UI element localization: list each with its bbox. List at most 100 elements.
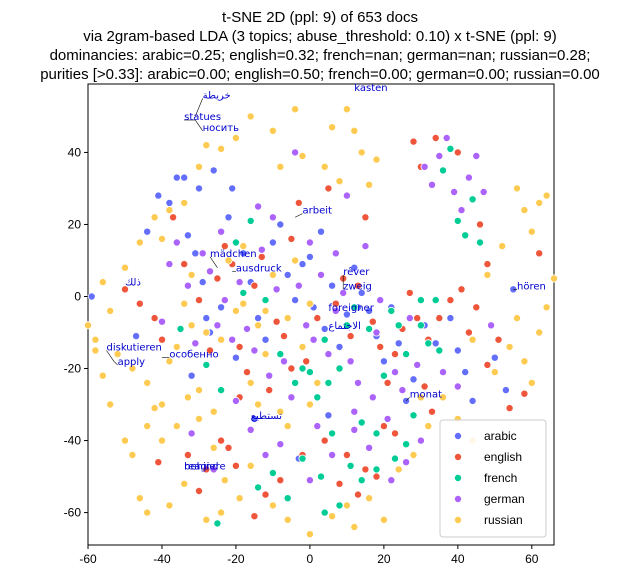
- point-english: [194, 486, 203, 495]
- point-arabic: [217, 303, 226, 312]
- point-arabic: [409, 375, 418, 384]
- point-russian: [291, 256, 300, 265]
- point-russian: [409, 450, 418, 459]
- point-english: [342, 450, 351, 459]
- point-russian: [298, 151, 307, 160]
- point-arabic: [453, 346, 462, 355]
- point-german: [383, 414, 392, 423]
- point-french: [350, 303, 359, 312]
- scatter-points: [84, 105, 559, 539]
- point-english: [413, 314, 422, 323]
- x-tick-label: 60: [525, 552, 539, 566]
- point-russian: [261, 306, 270, 315]
- point-english: [235, 342, 244, 351]
- point-arabic: [394, 339, 403, 348]
- point-french: [461, 231, 470, 240]
- point-french: [335, 364, 344, 373]
- point-arabic: [231, 353, 240, 362]
- point-russian: [209, 443, 218, 452]
- point-english: [453, 148, 462, 157]
- y-tick-label: 0: [74, 289, 81, 303]
- point-english: [353, 281, 362, 290]
- point-french: [335, 501, 344, 510]
- legend: arabic english french german russian: [439, 419, 547, 538]
- point-russian: [490, 368, 499, 377]
- point-russian: [520, 206, 529, 215]
- point-english: [435, 314, 444, 323]
- word-annotation: arbeit: [303, 206, 333, 217]
- point-russian: [150, 213, 159, 222]
- point-german: [205, 267, 214, 276]
- word-annotation: statues: [184, 112, 221, 123]
- point-french: [431, 296, 440, 305]
- point-french: [372, 465, 381, 474]
- point-russian: [235, 494, 244, 503]
- point-german: [487, 321, 496, 330]
- point-french: [409, 411, 418, 420]
- point-french: [268, 468, 277, 477]
- point-english: [261, 490, 270, 499]
- point-arabic: [328, 281, 337, 290]
- point-german: [398, 386, 407, 395]
- point-russian: [91, 346, 100, 355]
- point-arabic: [283, 270, 292, 279]
- point-english: [379, 422, 388, 431]
- point-russian: [379, 515, 388, 524]
- point-german: [305, 238, 314, 247]
- point-russian: [305, 400, 314, 409]
- x-tick-label: -20: [227, 552, 245, 566]
- legend-box: [439, 419, 547, 538]
- y-tick-label: -20: [64, 362, 82, 376]
- title-line-3: dominancies: arabic=0.25; english=0.32; …: [50, 47, 591, 64]
- point-english: [121, 285, 130, 294]
- point-german: [268, 213, 277, 222]
- point-russian: [180, 299, 189, 308]
- point-arabic: [276, 220, 285, 229]
- word-annotation: تستطيع: [251, 411, 282, 422]
- annotation-arrow: [294, 213, 303, 218]
- point-english: [279, 332, 288, 341]
- point-german: [276, 440, 285, 449]
- x-tick-label: 20: [377, 552, 391, 566]
- point-russian: [84, 321, 93, 330]
- point-russian: [183, 393, 192, 402]
- point-arabic: [431, 339, 440, 348]
- point-russian: [254, 321, 263, 330]
- point-german: [250, 346, 259, 355]
- point-russian: [187, 321, 196, 330]
- point-russian: [135, 238, 144, 247]
- point-french: [213, 519, 222, 528]
- point-russian: [542, 303, 551, 312]
- point-arabic: [461, 368, 470, 377]
- point-russian: [202, 328, 211, 337]
- point-english: [313, 314, 322, 323]
- point-german: [442, 133, 451, 142]
- point-arabic: [209, 166, 218, 175]
- word-annotation: الاجتماع: [328, 321, 360, 332]
- point-russian: [106, 400, 115, 409]
- y-tick-label: 20: [68, 217, 82, 231]
- point-arabic: [305, 252, 314, 261]
- point-french: [387, 306, 396, 315]
- point-english: [265, 386, 274, 395]
- point-english: [475, 220, 484, 229]
- point-russian: [424, 422, 433, 431]
- point-english: [213, 274, 222, 283]
- point-russian: [180, 198, 189, 207]
- point-english: [135, 299, 144, 308]
- point-arabic: [365, 306, 374, 315]
- point-russian: [350, 523, 359, 532]
- point-english: [217, 436, 226, 445]
- annotation-arrow: [209, 256, 218, 268]
- point-russian: [231, 133, 240, 142]
- point-german: [302, 321, 311, 330]
- title-line-4: purities [>0.33]: arabic=0.00; english=0…: [40, 66, 600, 83]
- word-annotation: خريطة: [203, 90, 231, 101]
- point-french: [365, 324, 374, 333]
- point-russian: [283, 314, 292, 323]
- point-russian: [187, 270, 196, 279]
- point-arabic: [198, 278, 207, 287]
- point-german: [265, 371, 274, 380]
- point-russian: [224, 256, 233, 265]
- point-english: [224, 443, 233, 452]
